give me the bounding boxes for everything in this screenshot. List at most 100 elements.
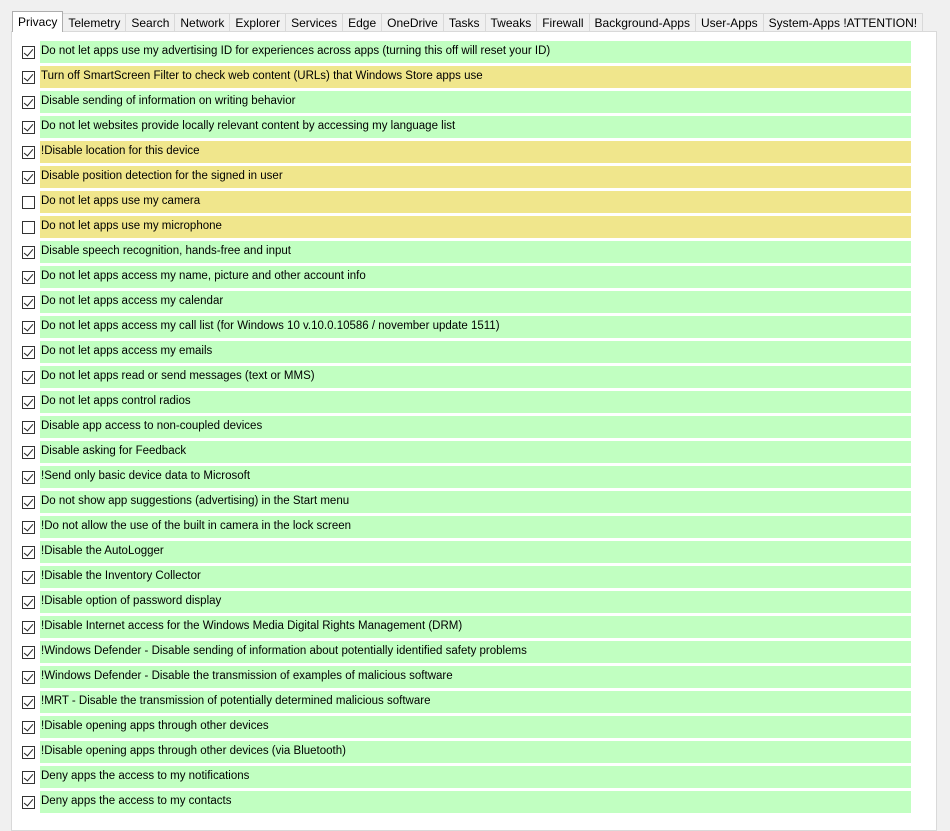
- setting-row[interactable]: !Disable the AutoLogger: [20, 541, 922, 566]
- setting-checkbox[interactable]: [22, 446, 35, 459]
- tab-network[interactable]: Network: [174, 13, 231, 32]
- setting-row[interactable]: !Disable option of password display: [20, 591, 922, 616]
- setting-checkbox[interactable]: [22, 496, 35, 509]
- setting-label[interactable]: Disable app access to non-coupled device…: [40, 416, 911, 438]
- setting-row[interactable]: Disable sending of information on writin…: [20, 91, 922, 116]
- tab-firewall[interactable]: Firewall: [536, 13, 590, 32]
- setting-row[interactable]: Do not let websites provide locally rele…: [20, 116, 922, 141]
- tab-user-apps[interactable]: User-Apps: [694, 13, 764, 32]
- setting-checkbox[interactable]: [22, 621, 35, 634]
- tab-privacy[interactable]: Privacy: [12, 11, 64, 32]
- setting-checkbox[interactable]: [22, 296, 35, 309]
- tab-services[interactable]: Services: [285, 13, 344, 32]
- setting-row[interactable]: Disable app access to non-coupled device…: [20, 416, 922, 441]
- setting-checkbox[interactable]: [22, 246, 35, 259]
- setting-label[interactable]: Do not let apps access my name, picture …: [40, 266, 911, 288]
- setting-label[interactable]: Disable speech recognition, hands-free a…: [40, 241, 911, 263]
- setting-label[interactable]: Do not let apps read or send messages (t…: [40, 366, 911, 388]
- tab-system-apps-attention[interactable]: System-Apps !ATTENTION!: [762, 13, 924, 32]
- setting-checkbox[interactable]: [22, 396, 35, 409]
- setting-row[interactable]: Do not show app suggestions (advertising…: [20, 491, 922, 516]
- tab-onedrive[interactable]: OneDrive: [381, 13, 444, 32]
- setting-label[interactable]: Do not let apps use my microphone: [40, 216, 911, 238]
- setting-row[interactable]: !Disable opening apps through other devi…: [20, 716, 922, 741]
- setting-row[interactable]: Do not let apps access my name, picture …: [20, 266, 922, 291]
- setting-label[interactable]: Do not let apps control radios: [40, 391, 911, 413]
- setting-checkbox[interactable]: [22, 321, 35, 334]
- setting-row[interactable]: !Disable location for this device: [20, 141, 922, 166]
- setting-checkbox[interactable]: [22, 146, 35, 159]
- setting-row[interactable]: Do not let apps use my camera: [20, 191, 922, 216]
- setting-label[interactable]: Disable position detection for the signe…: [40, 166, 911, 188]
- setting-row[interactable]: Turn off SmartScreen Filter to check web…: [20, 66, 922, 91]
- setting-label[interactable]: Do not let websites provide locally rele…: [40, 116, 911, 138]
- setting-label[interactable]: Do not let apps access my calendar: [40, 291, 911, 313]
- setting-row[interactable]: Do not let apps use my advertising ID fo…: [20, 41, 922, 66]
- setting-checkbox[interactable]: [22, 696, 35, 709]
- setting-label[interactable]: Do not let apps access my call list (for…: [40, 316, 911, 338]
- tab-search[interactable]: Search: [125, 13, 176, 32]
- setting-label[interactable]: !Windows Defender - Disable the transmis…: [40, 666, 911, 688]
- setting-label[interactable]: !Send only basic device data to Microsof…: [40, 466, 911, 488]
- setting-label[interactable]: Do not show app suggestions (advertising…: [40, 491, 911, 513]
- setting-checkbox[interactable]: [22, 771, 35, 784]
- setting-label[interactable]: Turn off SmartScreen Filter to check web…: [40, 66, 911, 88]
- setting-checkbox[interactable]: [22, 746, 35, 759]
- setting-label[interactable]: !Disable Internet access for the Windows…: [40, 616, 911, 638]
- setting-row[interactable]: Disable position detection for the signe…: [20, 166, 922, 191]
- setting-label[interactable]: !Disable opening apps through other devi…: [40, 741, 911, 763]
- setting-label[interactable]: !MRT - Disable the transmission of poten…: [40, 691, 911, 713]
- setting-label[interactable]: !Do not allow the use of the built in ca…: [40, 516, 911, 538]
- setting-label[interactable]: Deny apps the access to my notifications: [40, 766, 911, 788]
- setting-row[interactable]: Do not let apps access my calendar: [20, 291, 922, 316]
- setting-label[interactable]: Disable asking for Feedback: [40, 441, 911, 463]
- setting-checkbox[interactable]: [22, 371, 35, 384]
- setting-checkbox[interactable]: [22, 121, 35, 134]
- setting-label[interactable]: !Disable the Inventory Collector: [40, 566, 911, 588]
- setting-checkbox[interactable]: [22, 421, 35, 434]
- setting-checkbox[interactable]: [22, 46, 35, 59]
- setting-checkbox[interactable]: [22, 671, 35, 684]
- setting-label[interactable]: Do not let apps use my advertising ID fo…: [40, 41, 911, 63]
- setting-checkbox[interactable]: [22, 796, 35, 809]
- setting-checkbox[interactable]: [22, 346, 35, 359]
- setting-checkbox[interactable]: [22, 721, 35, 734]
- setting-checkbox[interactable]: [22, 171, 35, 184]
- tab-background-apps[interactable]: Background-Apps: [588, 13, 696, 32]
- setting-row[interactable]: Deny apps the access to my notifications: [20, 766, 922, 791]
- setting-checkbox[interactable]: [22, 596, 35, 609]
- setting-label[interactable]: Do not let apps use my camera: [40, 191, 911, 213]
- setting-checkbox[interactable]: [22, 196, 35, 209]
- setting-row[interactable]: !Disable the Inventory Collector: [20, 566, 922, 591]
- setting-checkbox[interactable]: [22, 71, 35, 84]
- setting-checkbox[interactable]: [22, 521, 35, 534]
- setting-label[interactable]: !Disable option of password display: [40, 591, 911, 613]
- tab-tweaks[interactable]: Tweaks: [484, 13, 538, 32]
- setting-label[interactable]: !Disable opening apps through other devi…: [40, 716, 911, 738]
- setting-label[interactable]: Do not let apps access my emails: [40, 341, 911, 363]
- tab-explorer[interactable]: Explorer: [229, 13, 287, 32]
- setting-row[interactable]: Disable speech recognition, hands-free a…: [20, 241, 922, 266]
- setting-checkbox[interactable]: [22, 221, 35, 234]
- setting-row[interactable]: !Windows Defender - Disable sending of i…: [20, 641, 922, 666]
- setting-label[interactable]: Disable sending of information on writin…: [40, 91, 911, 113]
- tab-edge[interactable]: Edge: [342, 13, 383, 32]
- setting-row[interactable]: Do not let apps read or send messages (t…: [20, 366, 922, 391]
- setting-row[interactable]: Do not let apps access my emails: [20, 341, 922, 366]
- setting-checkbox[interactable]: [22, 471, 35, 484]
- setting-row[interactable]: Do not let apps use my microphone: [20, 216, 922, 241]
- tab-telemetry[interactable]: Telemetry: [62, 13, 127, 32]
- setting-row[interactable]: !Send only basic device data to Microsof…: [20, 466, 922, 491]
- setting-label[interactable]: !Windows Defender - Disable sending of i…: [40, 641, 911, 663]
- setting-row[interactable]: !Disable opening apps through other devi…: [20, 741, 922, 766]
- setting-label[interactable]: Deny apps the access to my contacts: [40, 791, 911, 813]
- tab-tasks[interactable]: Tasks: [442, 13, 486, 32]
- setting-row[interactable]: !Do not allow the use of the built in ca…: [20, 516, 922, 541]
- setting-row[interactable]: !Windows Defender - Disable the transmis…: [20, 666, 922, 691]
- setting-checkbox[interactable]: [22, 646, 35, 659]
- setting-checkbox[interactable]: [22, 571, 35, 584]
- setting-row[interactable]: Deny apps the access to my contacts: [20, 791, 922, 816]
- setting-checkbox[interactable]: [22, 271, 35, 284]
- setting-row[interactable]: Disable asking for Feedback: [20, 441, 922, 466]
- setting-row[interactable]: !MRT - Disable the transmission of poten…: [20, 691, 922, 716]
